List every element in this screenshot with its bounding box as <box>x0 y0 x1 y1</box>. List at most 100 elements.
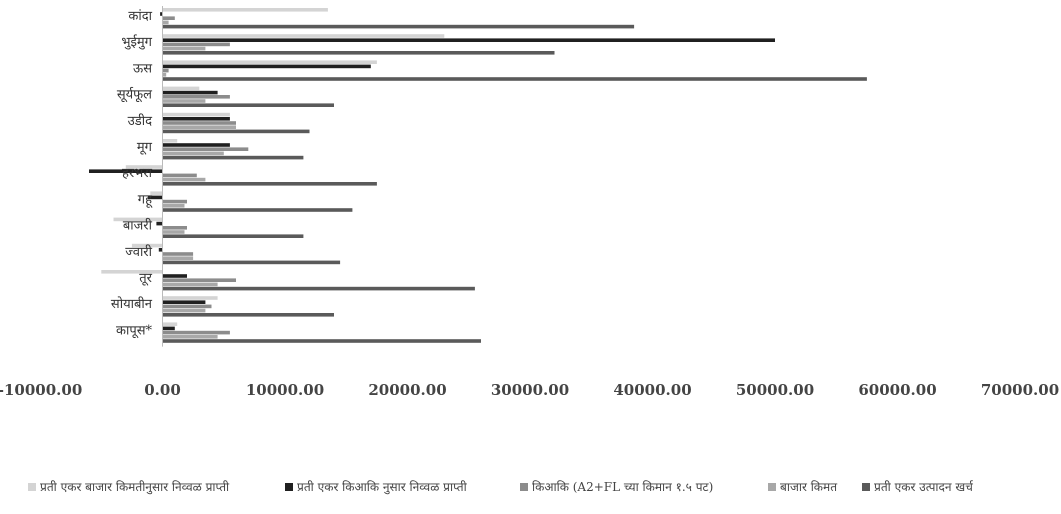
bar-11-3 <box>162 308 206 313</box>
bar-4-3 <box>162 125 236 129</box>
category-label: तूर <box>139 271 152 286</box>
bar-1-1 <box>162 38 775 42</box>
legend-swatch <box>520 483 528 491</box>
bar-11-1 <box>162 300 206 304</box>
bar-1-3 <box>162 46 206 51</box>
bar-8-0 <box>113 217 163 222</box>
bar-2-0 <box>162 60 377 64</box>
category-label: उडीद <box>128 113 153 129</box>
bar-3-4 <box>162 103 334 107</box>
bar-10-0 <box>101 270 163 274</box>
bar-7-4 <box>162 208 353 212</box>
bar-4-0 <box>162 112 230 117</box>
bar-6-2 <box>162 173 197 178</box>
bar-0-3 <box>162 20 169 25</box>
x-tick-label: 70000.00 <box>981 381 1059 399</box>
bar-4-2 <box>162 121 236 125</box>
bar-1-0 <box>162 34 445 38</box>
category-label: गहू <box>138 192 153 208</box>
bar-2-4 <box>162 77 867 81</box>
x-tick-label: 30000.00 <box>491 381 569 399</box>
bar-11-4 <box>162 313 334 317</box>
bar-7-2 <box>162 199 187 204</box>
bar-5-2 <box>162 147 249 151</box>
bar-12-1 <box>162 326 175 331</box>
bar-10-2 <box>162 278 236 282</box>
bar-3-3 <box>162 99 206 103</box>
x-tick-label: 20000.00 <box>368 381 446 399</box>
category-label: भुईमुग <box>121 34 152 50</box>
bar-7-3 <box>162 204 185 208</box>
bar-9-2 <box>162 252 194 256</box>
legend-swatch <box>862 483 870 491</box>
category-label: सूर्यफूल <box>117 87 152 103</box>
bar-8-1 <box>156 221 163 226</box>
x-tick-label: 40000.00 <box>613 381 691 399</box>
bar-0-1 <box>160 12 163 16</box>
bar-6-0 <box>125 165 163 169</box>
legend-label: प्रती एकर किआकि नुसार निव्वळ प्राप्ती <box>297 480 468 495</box>
legend-swatch <box>285 483 293 491</box>
x-tick-label: 0.00 <box>144 381 181 399</box>
x-axis: -10000.00 0.00 10000.00 20000.00 30000.00 400… <box>0 6 1059 399</box>
bar-11-2 <box>162 304 212 309</box>
bar-12-0 <box>162 322 178 326</box>
bar-6-3 <box>162 177 206 182</box>
bar-9-1 <box>158 248 163 252</box>
x-tick-label: 60000.00 <box>858 381 936 399</box>
bar-12-3 <box>162 335 218 339</box>
category-label: सोयाबीन <box>111 296 153 312</box>
bar-6-4 <box>162 182 377 186</box>
category-label: बाजरी <box>123 218 153 234</box>
bar-8-2 <box>162 226 187 230</box>
legend-label: किआकि (A2+FL च्या किमान १.५ पट) <box>532 480 713 494</box>
bar-4-1 <box>162 117 230 121</box>
bar-0-2 <box>162 16 175 20</box>
bar-5-3 <box>162 151 224 156</box>
bar-7-1 <box>147 195 163 200</box>
category-label: कांदा <box>128 9 152 24</box>
bar-3-0 <box>162 86 200 91</box>
bar-8-4 <box>162 234 304 238</box>
bar-5-4 <box>162 155 304 160</box>
bar-12-4 <box>162 339 481 343</box>
category-label: ऊस <box>133 61 152 76</box>
category-label: ज्वारी <box>125 244 152 260</box>
bar-11-0 <box>162 296 218 300</box>
bar-7-0 <box>150 191 163 195</box>
category-label: हरभरा <box>122 166 153 181</box>
bars-layer <box>89 8 867 343</box>
x-tick-label: 10000.00 <box>246 381 324 399</box>
bar-5-1 <box>162 143 230 147</box>
bar-9-0 <box>131 243 163 248</box>
legend-swatch <box>28 483 36 491</box>
bar-2-3 <box>162 73 167 77</box>
legend: प्रती एकर बाजार किमतीनुसार निव्वळ प्राप्… <box>28 480 974 495</box>
bar-10-3 <box>162 282 218 287</box>
bar-0-4 <box>162 24 635 29</box>
bar-2-2 <box>162 68 169 73</box>
bar-0-0 <box>162 8 328 12</box>
bar-12-2 <box>162 330 230 335</box>
x-tick-label: 50000.00 <box>736 381 814 399</box>
category-label: कापूस* <box>116 323 153 338</box>
legend-swatch <box>768 483 776 491</box>
bar-10-1 <box>162 274 187 278</box>
bar-3-1 <box>162 90 218 95</box>
category-labels: कांदा भुईमुग ऊस सूर्यफूल उडीद मूग हरभरा गहू बाजर… <box>111 9 153 338</box>
bar-10-4 <box>162 286 475 291</box>
legend-label: बाजार किमत <box>780 480 838 494</box>
bar-9-3 <box>162 256 194 260</box>
bar-4-4 <box>162 129 310 134</box>
legend-label: प्रती एकर बाजार किमतीनुसार निव्वळ प्राप्… <box>40 480 230 495</box>
bar-5-0 <box>162 139 178 143</box>
bar-6-1 <box>89 169 163 173</box>
bar-2-1 <box>162 64 371 69</box>
bar-1-2 <box>162 42 230 47</box>
bar-9-4 <box>162 260 341 265</box>
legend-label: प्रती एकर उत्पादन खर्च <box>874 480 974 494</box>
category-label: मूग <box>137 140 153 155</box>
x-tick-label: -10000.00 <box>0 381 82 399</box>
